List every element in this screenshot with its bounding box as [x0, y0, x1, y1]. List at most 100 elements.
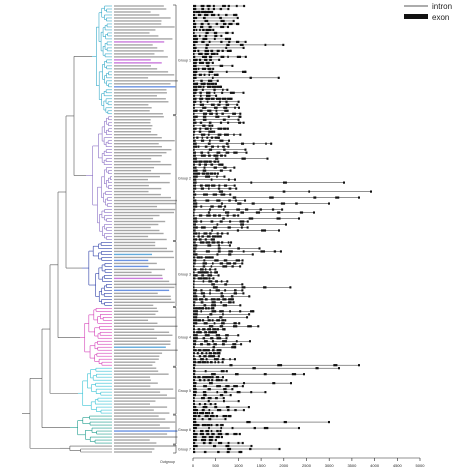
- leaf-label-mark: [114, 382, 158, 384]
- exon-block: [236, 55, 242, 58]
- exon-block: [208, 426, 210, 430]
- exon-block: [222, 397, 225, 400]
- exon-block: [202, 112, 208, 115]
- leaf-label-mark: [114, 388, 174, 390]
- exon-block: [193, 438, 197, 442]
- exon-block: [208, 435, 214, 439]
- leaf-label-mark: [114, 71, 169, 73]
- exon-block: [232, 343, 237, 346]
- exon-block: [216, 328, 219, 331]
- leaf-label-mark: [114, 187, 162, 190]
- exon-block: [193, 10, 196, 14]
- exon-block: [193, 118, 196, 121]
- exon-block: [202, 262, 207, 265]
- exon-block: [271, 208, 275, 211]
- exon-legend-box: [404, 14, 428, 19]
- exon-block: [200, 151, 204, 154]
- leaf-label-mark: [114, 373, 169, 375]
- exon-block: [211, 379, 214, 382]
- exon-block: [208, 331, 214, 334]
- exon-block: [214, 259, 219, 262]
- exon-block: [237, 118, 240, 121]
- exon-block: [208, 28, 212, 32]
- exon-block: [216, 337, 222, 340]
- leaf-label-mark: [114, 439, 150, 441]
- exon-block: [217, 133, 222, 136]
- exon-block: [228, 187, 232, 190]
- exon-block: [204, 340, 208, 343]
- exon-block: [238, 432, 241, 436]
- exon-block: [208, 130, 214, 133]
- exon-block: [225, 337, 228, 340]
- exon-block: [216, 235, 220, 238]
- exon-block: [210, 265, 213, 268]
- exon-block: [210, 271, 212, 274]
- exon-block: [257, 325, 260, 328]
- exon-block: [210, 163, 214, 166]
- exon-block: [216, 385, 221, 388]
- exon-block: [225, 370, 228, 373]
- exon-block: [193, 361, 197, 364]
- exon-block: [202, 277, 208, 280]
- exon-block: [202, 28, 205, 32]
- exon-block: [193, 28, 196, 32]
- exon-block: [216, 319, 220, 322]
- exon-block: [193, 148, 195, 151]
- leaf-label-mark: [114, 451, 153, 453]
- exon-block: [237, 202, 242, 205]
- exon-block: [219, 316, 223, 319]
- leaf-label-mark: [114, 424, 160, 426]
- exon-block: [210, 337, 214, 340]
- exon-block: [204, 19, 209, 23]
- exon-block: [202, 441, 206, 445]
- exon-block: [193, 7, 197, 11]
- exon-block: [204, 52, 209, 55]
- leaf-label-mark: [114, 283, 177, 286]
- leaf-label-mark: [114, 220, 166, 223]
- exon-block: [225, 211, 230, 214]
- exon-block: [196, 82, 199, 85]
- exon-block: [199, 97, 204, 100]
- exon-block: [206, 432, 210, 436]
- exon-block: [335, 196, 340, 199]
- exon-block: [205, 94, 211, 97]
- axis-tick-label: 4000: [370, 463, 380, 468]
- group-1-label: Group 1: [178, 58, 191, 62]
- exon-block: [295, 202, 298, 205]
- exon-block: [225, 103, 230, 106]
- leaf-label-mark: [114, 223, 159, 226]
- exon-block: [222, 313, 224, 316]
- exon-block: [212, 349, 215, 352]
- exon-block: [225, 100, 228, 103]
- leaf-label-mark: [114, 217, 154, 220]
- leaf-label-mark: [114, 331, 170, 333]
- exon-block: [220, 295, 224, 298]
- exon-block: [201, 136, 204, 139]
- exon-block: [200, 256, 203, 259]
- exon-block: [223, 184, 228, 187]
- leaf-label-mark: [114, 307, 157, 310]
- exon-block: [193, 79, 195, 82]
- leaf-label-mark: [114, 160, 161, 163]
- exon-block: [217, 244, 221, 247]
- exon-block: [225, 70, 228, 73]
- exon-block: [211, 256, 214, 259]
- exon-block: [219, 325, 224, 328]
- exon-block: [193, 121, 197, 124]
- exon-block: [218, 58, 221, 61]
- exon-block: [193, 55, 196, 58]
- exon-block: [248, 340, 251, 343]
- exon-block: [223, 148, 226, 151]
- exon-block: [239, 304, 242, 307]
- exon-block: [242, 382, 245, 385]
- exon-block: [224, 133, 229, 136]
- exon-block: [272, 382, 276, 385]
- exon-block: [193, 226, 198, 229]
- leaf-label-mark: [114, 361, 156, 363]
- leaf-label-mark: [114, 289, 170, 292]
- exon-block: [212, 355, 216, 358]
- exon-block: [281, 208, 284, 211]
- exon-block: [248, 217, 254, 220]
- exon-block: [193, 187, 197, 190]
- leaf-label-mark: [114, 196, 171, 199]
